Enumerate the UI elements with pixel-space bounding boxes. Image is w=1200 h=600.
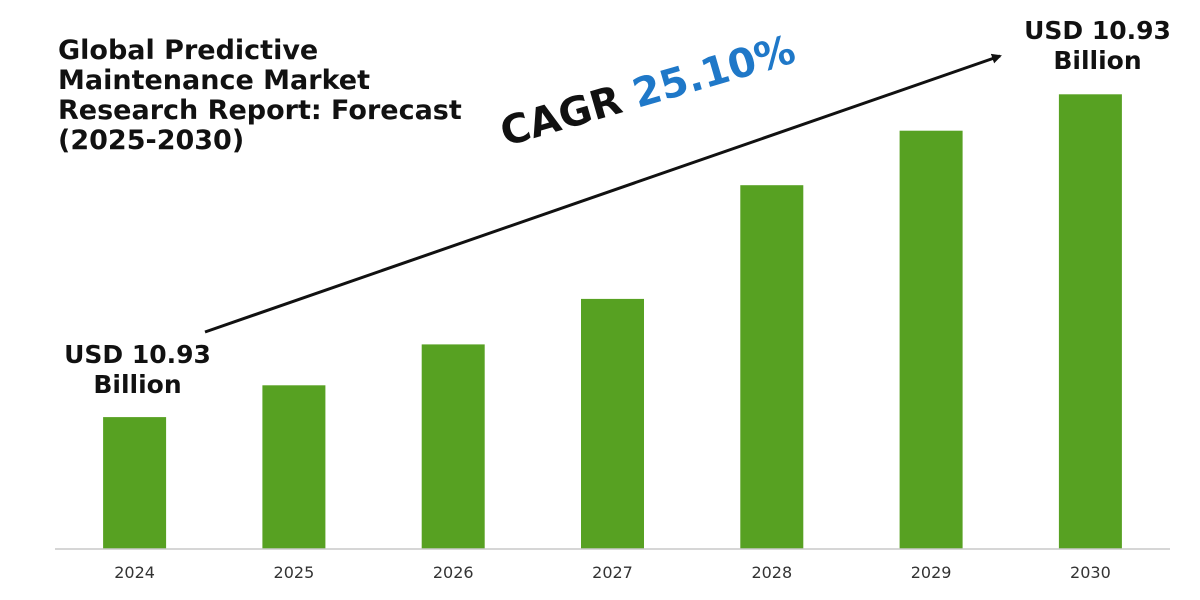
bar-2026	[421, 344, 485, 549]
title-line-1: Global Predictive	[58, 35, 319, 66]
bar-2025	[262, 385, 326, 549]
bar-2030	[1058, 94, 1122, 550]
x-tick-label-2025: 2025	[274, 563, 315, 582]
title-line-3: Research Report: Forecast	[58, 95, 462, 126]
growth-arrow	[204, 53, 1002, 334]
end-value-amount: USD 10.93	[1024, 16, 1171, 45]
bar-2028	[740, 185, 804, 549]
title-line-4: (2025-2030)	[58, 125, 245, 156]
chart-title: Global Predictive Maintenance Market Res…	[58, 36, 478, 156]
title-line-2: Maintenance Market	[58, 65, 371, 96]
x-tick-label-2028: 2028	[751, 563, 792, 582]
x-tick-label-2029: 2029	[911, 563, 952, 582]
start-value-amount: USD 10.93	[64, 340, 211, 369]
x-tick-label-2024: 2024	[114, 563, 155, 582]
bar-2027	[581, 298, 644, 549]
end-value-unit: Billion	[1053, 46, 1142, 75]
x-tick-labels: 2024 2025 2026 2027 2028 2029 2030	[114, 563, 1111, 582]
x-tick-label-2030: 2030	[1070, 563, 1111, 582]
x-tick-label-2026: 2026	[433, 563, 474, 582]
bar-2024	[103, 417, 167, 549]
start-value-unit: Billion	[93, 370, 182, 399]
bars-group	[103, 94, 1122, 550]
bar-2029	[899, 130, 963, 549]
start-value-callout: USD 10.93 Billion	[40, 340, 235, 400]
x-tick-label-2027: 2027	[592, 563, 633, 582]
end-value-callout: USD 10.93 Billion	[1000, 16, 1195, 76]
